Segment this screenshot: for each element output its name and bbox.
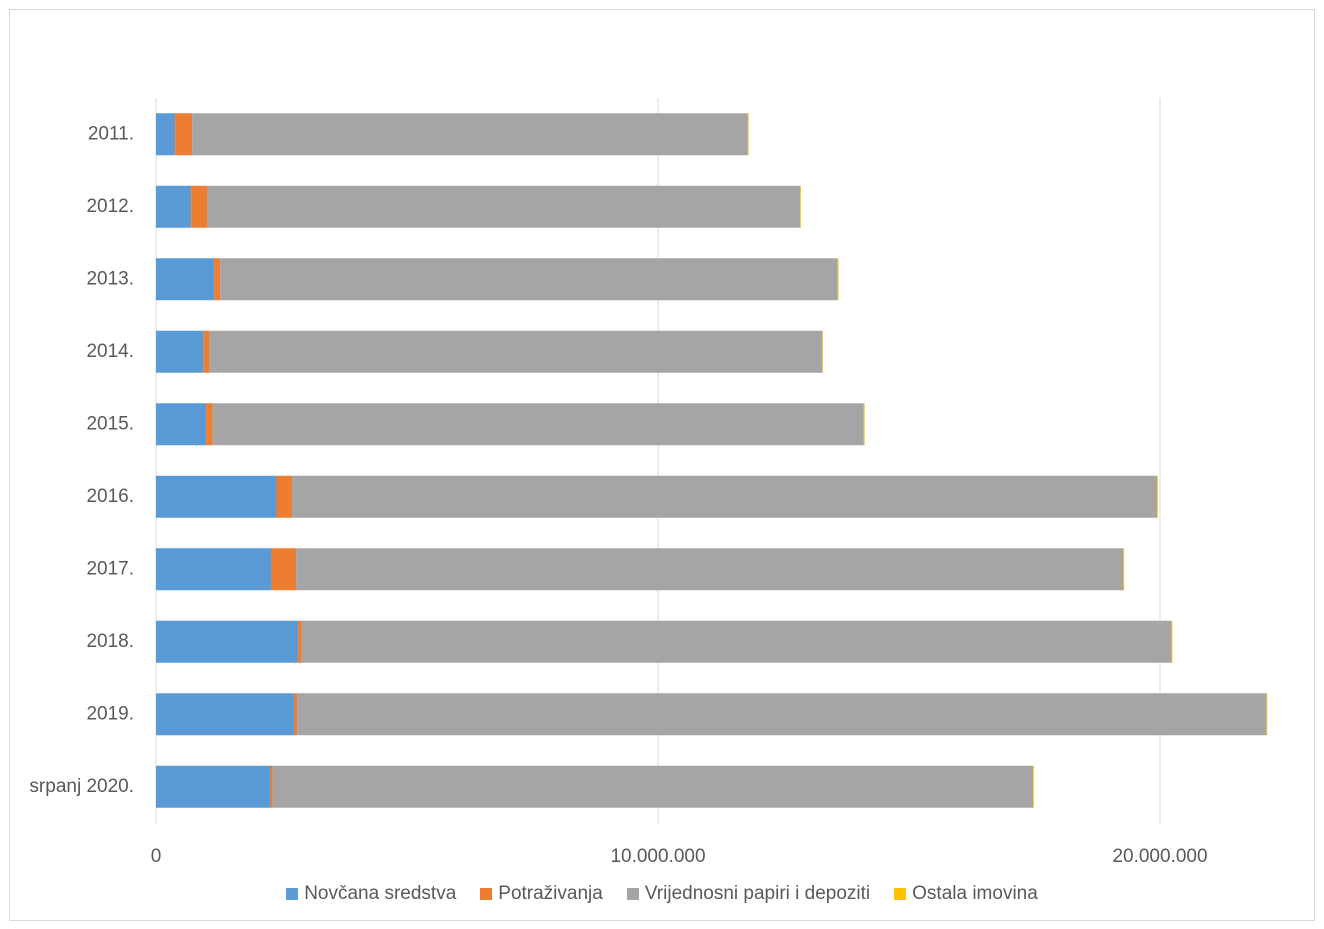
y-tick-label-2: 2012. [86, 196, 134, 217]
bar-9-series-1 [156, 693, 295, 736]
legend-swatch-ostala-imovina [894, 888, 907, 900]
legend-item-potrazivanja: Potraživanja [480, 883, 603, 905]
bar-2-series-4 [800, 185, 801, 228]
bar-10-series-4 [1032, 765, 1034, 808]
legend-item-ostala-imovina: Ostala imovina [894, 883, 1038, 905]
stacked-bar-chart: 2011. 2012. 2013. 2014. 2015. 2016. 2017. 2018.… [29, 98, 1268, 867]
y-tick-label-10: srpanj 2020. [29, 776, 134, 797]
chart-frame [9, 9, 1315, 921]
bar-2-series-3 [207, 185, 801, 228]
y-tick-label-4: 2014. [86, 341, 134, 362]
bar-1-series-3 [192, 113, 748, 156]
y-tick-label-7: 2017. [86, 558, 134, 579]
y-tick-label-1: 2011. [88, 123, 134, 144]
y-tick-label-6: 2016. [86, 486, 134, 507]
bar-8-series-2 [298, 620, 302, 663]
bar-1-series-1 [156, 113, 176, 156]
y-tick-label-5: 2015. [86, 413, 134, 434]
bar-4-series-4 [822, 330, 823, 373]
legend-swatch-potrazivanja [480, 888, 493, 900]
bar-10-series-3 [272, 765, 1033, 808]
legend-label-ostala-imovina: Ostala imovina [912, 883, 1038, 904]
bar-3-series-1 [156, 258, 215, 301]
bar-1-series-4 [747, 113, 749, 156]
bar-6-series-4 [1156, 475, 1158, 518]
bar-4-series-1 [156, 330, 204, 373]
bar-5-series-1 [156, 403, 207, 446]
bar-9-series-4 [1266, 693, 1268, 736]
bar-5-series-2 [206, 403, 213, 446]
x-tick-label-2: 20.000.000 [1112, 846, 1207, 867]
legend-swatch-vrijednosni-papiri [626, 888, 639, 900]
bar-7-series-1 [156, 548, 272, 591]
bar-10-series-2 [270, 765, 273, 808]
bar-8-series-4 [1171, 620, 1173, 663]
bar-9-series-2 [294, 693, 298, 736]
bar-9-series-3 [297, 693, 1267, 736]
bar-3-series-2 [214, 258, 221, 301]
bar-6-series-1 [156, 475, 277, 518]
bar-6-series-3 [292, 475, 1157, 518]
bar-6-series-2 [276, 475, 293, 518]
bar-7-series-4 [1123, 548, 1125, 591]
y-tick-label-3: 2013. [86, 268, 134, 289]
bar-5-series-3 [212, 403, 864, 446]
bar-8-series-1 [156, 620, 299, 663]
bar-5-series-4 [863, 403, 865, 446]
x-tick-label-1: 10.000.000 [610, 846, 705, 867]
bar-4-series-3 [209, 330, 823, 373]
bar-10-series-1 [156, 765, 271, 808]
bar-4-series-2 [203, 330, 210, 373]
bar-2-series-1 [156, 185, 192, 228]
legend-label-vrijednosni-papiri: Vrijednosni papiri i depoziti [644, 883, 871, 904]
legend: Novčana sredstva Potraživanja Vrijednosn… [0, 883, 1324, 905]
y-tick-label-9: 2019. [86, 703, 134, 724]
legend-item-vrijednosni-papiri: Vrijednosni papiri i depoziti [626, 883, 871, 905]
legend-item-novcana-sredstva: Novčana sredstva [286, 883, 456, 905]
bar-2-series-2 [191, 185, 208, 228]
legend-swatch-novcana-sredstva [286, 888, 299, 900]
bar-8-series-3 [301, 620, 1172, 663]
y-tick-label-8: 2018. [86, 631, 134, 652]
bar-7-series-3 [296, 548, 1124, 591]
x-tick-label-0: 0 [151, 846, 162, 867]
bar-3-series-4 [837, 258, 839, 301]
bar-3-series-3 [220, 258, 838, 301]
bar-7-series-2 [271, 548, 297, 591]
legend-label-potrazivanja: Potraživanja [498, 883, 603, 904]
legend-label-novcana-sredstva: Novčana sredstva [304, 883, 457, 904]
bar-1-series-2 [175, 113, 193, 156]
